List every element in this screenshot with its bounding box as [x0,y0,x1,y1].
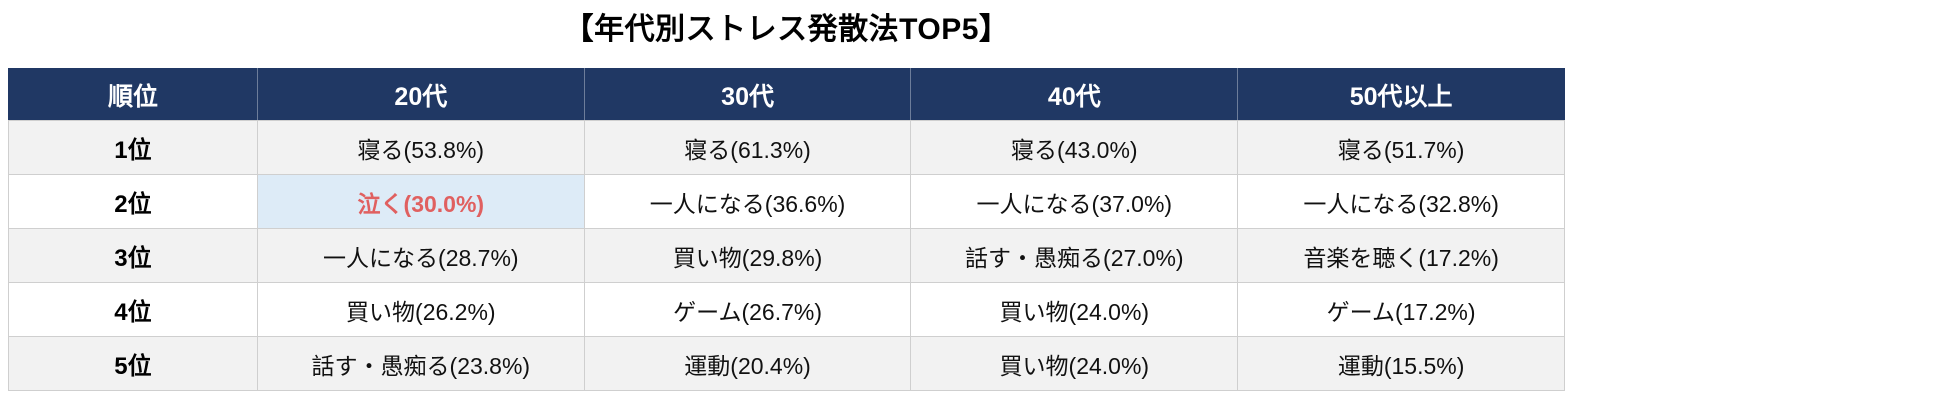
rank-cell: 1位 [8,120,258,175]
table-cell: 音楽を聴く(17.2%) [1237,228,1565,283]
table-cell: 寝る(51.7%) [1237,120,1565,175]
rank-cell: 5位 [8,336,258,391]
table-row-rank3: 3位 一人になる(28.7%) 買い物(29.8%) 話す・愚痴る(27.0%)… [8,228,1565,283]
table-row-rank5: 5位 話す・愚痴る(23.8%) 運動(20.4%) 買い物(24.0%) 運動… [8,336,1565,391]
page-title: 【年代別ストレス発散法TOP5】 [563,13,1010,46]
table-cell: 運動(20.4%) [583,336,912,391]
table-cell: 運動(15.5%) [1237,336,1565,391]
header-40s: 40代 [910,68,1239,121]
table-cell: 買い物(29.8%) [583,228,912,283]
table-cell: 寝る(61.3%) [583,120,912,175]
table-cell: 一人になる(28.7%) [256,228,585,283]
table-cell: 一人になる(37.0%) [910,174,1239,229]
table-container: 【年代別ストレス発散法TOP5】 順位 20代 30代 40代 50代以上 [8,12,1565,391]
header-30s: 30代 [583,68,912,121]
table-cell: 寝る(43.0%) [910,120,1239,175]
table-cell: 買い物(26.2%) [256,282,585,337]
table-cell: ゲーム(17.2%) [1237,282,1565,337]
table-cell: 話す・愚痴る(23.8%) [256,336,585,391]
rank-cell: 3位 [8,228,258,283]
header-50s-plus: 50代以上 [1237,68,1565,121]
table-cell: 寝る(53.8%) [256,120,585,175]
table-cell: 買い物(24.0%) [910,282,1239,337]
rank-cell: 2位 [8,174,258,229]
highlighted-cell: 泣く(30.0%) [256,174,585,229]
stress-relief-table: 順位 20代 30代 40代 50代以上 1位 寝る(53.8%) 寝る(61.… [8,68,1565,391]
table-cell: 話す・愚痴る(27.0%) [910,228,1239,283]
table-cell: 一人になる(32.8%) [1237,174,1565,229]
table-row-rank4: 4位 買い物(26.2%) ゲーム(26.7%) 買い物(24.0%) ゲーム(… [8,282,1565,337]
table-cell: 一人になる(36.6%) [583,174,912,229]
header-rank: 順位 [8,68,258,121]
table-cell: 買い物(24.0%) [910,336,1239,391]
rank-cell: 4位 [8,282,258,337]
table-cell: ゲーム(26.7%) [583,282,912,337]
header-row: 順位 20代 30代 40代 50代以上 [8,68,1565,121]
header-20s: 20代 [256,68,585,121]
table-row-rank2: 2位 泣く(30.0%) 一人になる(36.6%) 一人になる(37.0%) 一… [8,174,1565,229]
table-row-rank1: 1位 寝る(53.8%) 寝る(61.3%) 寝る(43.0%) 寝る(51.7… [8,120,1565,175]
